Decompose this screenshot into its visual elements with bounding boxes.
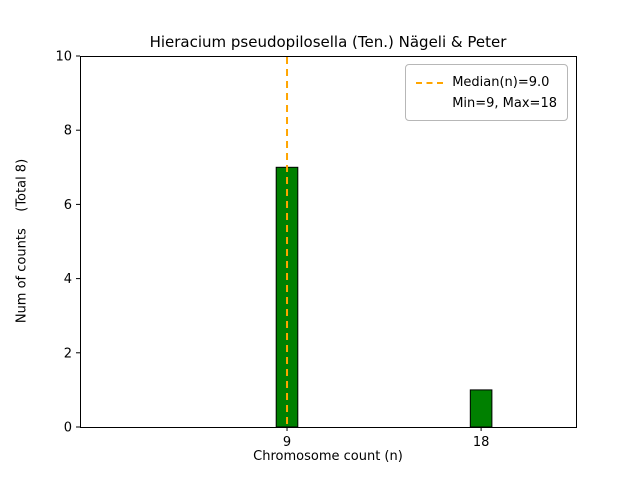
legend-spacer xyxy=(416,103,443,105)
legend-entry-minmax: Min=9, Max=18 xyxy=(416,93,557,114)
legend: Median(n)=9.0 Min=9, Max=18 xyxy=(405,64,568,121)
y-tick-label: 0 xyxy=(64,421,72,436)
x-tick-label: 18 xyxy=(473,435,490,450)
axes-frame xyxy=(80,56,577,428)
y-tick-label: 8 xyxy=(64,124,72,139)
x-axis-label: Chromosome count (n) xyxy=(253,449,403,464)
y-axis-label: Num of counts (Total 8) xyxy=(14,158,30,324)
chart-title: Hieracium pseudopilosella (Ten.) Nägeli … xyxy=(149,33,507,51)
legend-median-label: Median(n)=9.0 xyxy=(452,75,550,90)
y-tick-label: 2 xyxy=(64,346,72,361)
legend-entry-median: Median(n)=9.0 xyxy=(416,72,557,93)
y-tick-label: 10 xyxy=(55,50,72,65)
y-tick-label: 6 xyxy=(64,198,72,213)
y-tick-label: 4 xyxy=(64,272,72,287)
bar-x18 xyxy=(469,389,493,428)
legend-minmax-label: Min=9, Max=18 xyxy=(452,96,557,111)
x-tick-label: 9 xyxy=(283,435,291,450)
median-line-legend-sample-icon xyxy=(416,81,444,84)
